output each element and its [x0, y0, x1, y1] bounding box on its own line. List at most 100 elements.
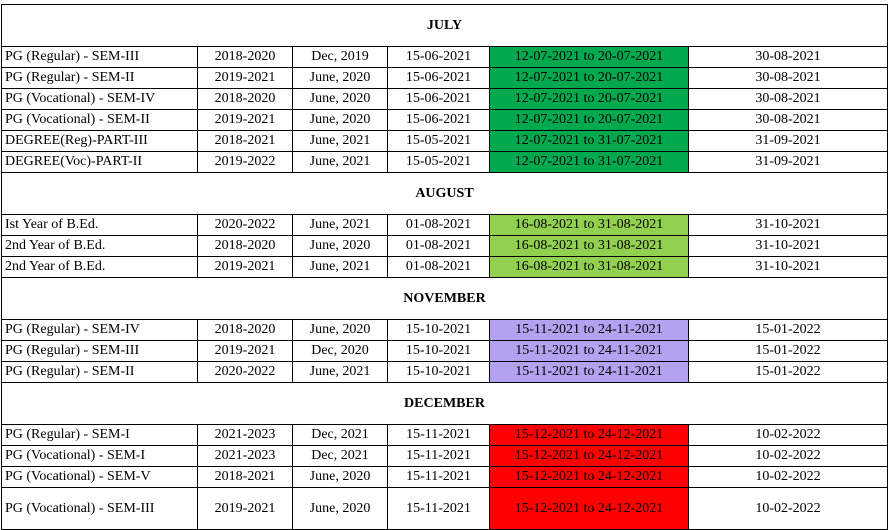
- table-row: PG (Vocational) - SEM-V 2018-2021 June, …: [1, 466, 888, 488]
- session-cell: 2018-2020: [197, 319, 293, 341]
- exam-cell: Dec, 2020: [292, 340, 388, 362]
- table-row: PG (Regular) - SEM-III 2019-2021 Dec, 20…: [1, 340, 888, 362]
- exam-cell: June, 2020: [292, 88, 388, 110]
- exam-period-cell: 12-07-2021 to 20-07-2021: [489, 109, 689, 131]
- month-label: AUGUST: [1, 172, 888, 215]
- exam-cell: June, 2021: [292, 214, 388, 236]
- exam-period-cell: 12-07-2021 to 20-07-2021: [489, 67, 689, 89]
- exam-period-cell: 16-08-2021 to 31-08-2021: [489, 256, 689, 278]
- exam-period-cell: 12-07-2021 to 31-07-2021: [489, 130, 689, 152]
- table-row: DEGREE(Reg)-PART-III 2018-2021 June, 202…: [1, 130, 888, 152]
- exam-cell: June, 2020: [292, 67, 388, 89]
- result-date-cell: 30-08-2021: [688, 67, 888, 89]
- session-cell: 2018-2020: [197, 235, 293, 257]
- table-row: Ist Year of B.Ed. 2020-2022 June, 2021 0…: [1, 214, 888, 236]
- section-header-november: NOVEMBER: [1, 277, 888, 320]
- course-cell: PG (Regular) - SEM-II: [1, 67, 198, 89]
- session-cell: 2018-2021: [197, 466, 293, 488]
- course-cell: Ist Year of B.Ed.: [1, 214, 198, 236]
- result-date-cell: 30-08-2021: [688, 88, 888, 110]
- session-cell: 2021-2023: [197, 424, 293, 446]
- session-cell: 2019-2022: [197, 151, 293, 173]
- course-cell: PG (Regular) - SEM-IV: [1, 319, 198, 341]
- exam-period-cell: 12-07-2021 to 31-07-2021: [489, 151, 689, 173]
- exam-period-cell: 15-12-2021 to 24-12-2021: [489, 424, 689, 446]
- table-row: PG (Vocational) - SEM-I 2021-2023 Dec, 2…: [1, 445, 888, 467]
- exam-period-cell: 12-07-2021 to 20-07-2021: [489, 88, 689, 110]
- date-cell: 15-06-2021: [387, 46, 490, 68]
- date-cell: 01-08-2021: [387, 256, 490, 278]
- session-cell: 2019-2021: [197, 109, 293, 131]
- result-date-cell: 31-09-2021: [688, 130, 888, 152]
- exam-cell: June, 2021: [292, 130, 388, 152]
- result-date-cell: 15-01-2022: [688, 340, 888, 362]
- exam-schedule-table: JULY PG (Regular) - SEM-III 2018-2020 De…: [1, 4, 888, 530]
- exam-cell: June, 2021: [292, 151, 388, 173]
- exam-period-cell: 15-11-2021 to 24-11-2021: [489, 340, 689, 362]
- table-row: PG (Vocational) - SEM-II 2019-2021 June,…: [1, 109, 888, 131]
- date-cell: 15-11-2021: [387, 424, 490, 446]
- table-row: PG (Regular) - SEM-II 2020-2022 June, 20…: [1, 361, 888, 383]
- exam-cell: June, 2020: [292, 466, 388, 488]
- course-cell: PG (Regular) - SEM-I: [1, 424, 198, 446]
- date-cell: 01-08-2021: [387, 214, 490, 236]
- table-row: DEGREE(Voc)-PART-II 2019-2022 June, 2021…: [1, 151, 888, 173]
- exam-cell: Dec, 2021: [292, 424, 388, 446]
- section-header-july: JULY: [1, 4, 888, 47]
- session-cell: 2019-2021: [197, 256, 293, 278]
- result-date-cell: 30-08-2021: [688, 46, 888, 68]
- exam-period-cell: 15-11-2021 to 24-11-2021: [489, 319, 689, 341]
- table-row: PG (Vocational) - SEM-III 2019-2021 June…: [1, 487, 888, 530]
- date-cell: 15-06-2021: [387, 109, 490, 131]
- exam-cell: June, 2020: [292, 109, 388, 131]
- exam-cell: June, 2021: [292, 361, 388, 383]
- date-cell: 15-11-2021: [387, 466, 490, 488]
- exam-period-cell: 12-07-2021 to 20-07-2021: [489, 46, 689, 68]
- session-cell: 2020-2022: [197, 214, 293, 236]
- month-label: JULY: [1, 4, 888, 47]
- course-cell: PG (Vocational) - SEM-IV: [1, 88, 198, 110]
- course-cell: PG (Vocational) - SEM-III: [1, 487, 198, 530]
- result-date-cell: 10-02-2022: [688, 424, 888, 446]
- result-date-cell: 15-01-2022: [688, 319, 888, 341]
- course-cell: PG (Regular) - SEM-III: [1, 46, 198, 68]
- month-label: DECEMBER: [1, 382, 888, 425]
- exam-cell: June, 2020: [292, 235, 388, 257]
- session-cell: 2019-2021: [197, 487, 293, 530]
- session-cell: 2018-2020: [197, 46, 293, 68]
- result-date-cell: 10-02-2022: [688, 445, 888, 467]
- result-date-cell: 31-10-2021: [688, 256, 888, 278]
- exam-period-cell: 15-12-2021 to 24-12-2021: [489, 466, 689, 488]
- table-row: PG (Regular) - SEM-I 2021-2023 Dec, 2021…: [1, 424, 888, 446]
- result-date-cell: 31-10-2021: [688, 235, 888, 257]
- month-label: NOVEMBER: [1, 277, 888, 320]
- exam-cell: June, 2020: [292, 487, 388, 530]
- exam-period-cell: 16-08-2021 to 31-08-2021: [489, 214, 689, 236]
- table-row: PG (Vocational) - SEM-IV 2018-2020 June,…: [1, 88, 888, 110]
- section-header-december: DECEMBER: [1, 382, 888, 425]
- course-cell: 2nd Year of B.Ed.: [1, 235, 198, 257]
- date-cell: 01-08-2021: [387, 235, 490, 257]
- table-row: PG (Regular) - SEM-III 2018-2020 Dec, 20…: [1, 46, 888, 68]
- course-cell: PG (Regular) - SEM-II: [1, 361, 198, 383]
- table-row: PG (Regular) - SEM-IV 2018-2020 June, 20…: [1, 319, 888, 341]
- table-row: 2nd Year of B.Ed. 2018-2020 June, 2020 0…: [1, 235, 888, 257]
- result-date-cell: 10-02-2022: [688, 466, 888, 488]
- exam-period-cell: 16-08-2021 to 31-08-2021: [489, 235, 689, 257]
- exam-cell: June, 2020: [292, 319, 388, 341]
- course-cell: DEGREE(Voc)-PART-II: [1, 151, 198, 173]
- course-cell: PG (Vocational) - SEM-V: [1, 466, 198, 488]
- result-date-cell: 10-02-2022: [688, 487, 888, 530]
- exam-cell: Dec, 2021: [292, 445, 388, 467]
- session-cell: 2019-2021: [197, 67, 293, 89]
- result-date-cell: 15-01-2022: [688, 361, 888, 383]
- course-cell: PG (Regular) - SEM-III: [1, 340, 198, 362]
- table-row: PG (Regular) - SEM-II 2019-2021 June, 20…: [1, 67, 888, 89]
- date-cell: 15-10-2021: [387, 319, 490, 341]
- course-cell: 2nd Year of B.Ed.: [1, 256, 198, 278]
- date-cell: 15-10-2021: [387, 340, 490, 362]
- course-cell: DEGREE(Reg)-PART-III: [1, 130, 198, 152]
- session-cell: 2021-2023: [197, 445, 293, 467]
- date-cell: 15-11-2021: [387, 445, 490, 467]
- section-header-august: AUGUST: [1, 172, 888, 215]
